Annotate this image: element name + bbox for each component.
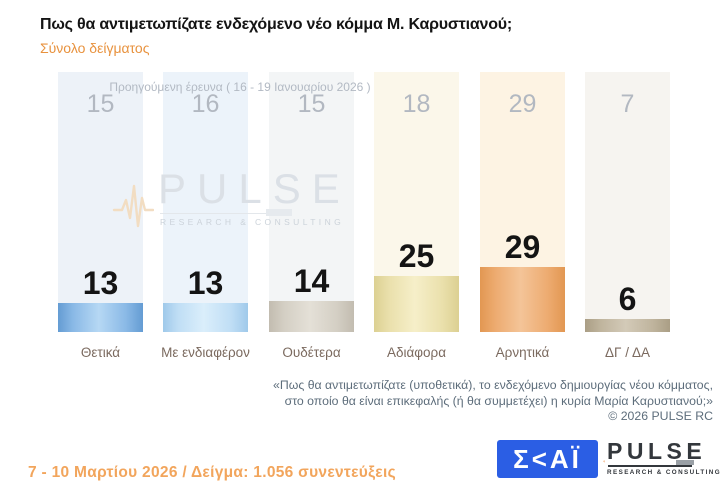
current-value: 6 <box>618 281 637 317</box>
pulse-logo-text: PULSE <box>607 438 707 464</box>
category-label: Αδιάφορα <box>386 345 447 360</box>
heartbeat-icon <box>603 459 606 463</box>
current-value: 25 <box>398 238 435 274</box>
question-footnote: «Πως θα αντιμετωπίζατε (υποθετικά), το ε… <box>273 378 713 425</box>
chart-column-dg-da: 7 6 ΔΓ / ΔΑ <box>585 72 670 360</box>
survey-date-sample-info: 7 - 10 Μαρτίου 2026 / Δείγμα: 1.056 συνε… <box>28 464 396 481</box>
bar <box>480 267 565 332</box>
chart-column-thetika: 15 13 Θετικά <box>58 72 143 360</box>
current-value: 13 <box>82 265 119 301</box>
bar <box>163 303 248 332</box>
previous-survey-legend: Προηγούμενη έρευνα ( 16 - 19 Ιανουαρίου … <box>109 80 371 94</box>
previous-value: 18 <box>402 90 431 118</box>
footnote-line-2: στο οποίο θα είναι επικεφαλής (ή θα συμμ… <box>284 393 713 408</box>
page-subtitle: Σύνολο δείγματος <box>40 40 150 56</box>
previous-value: 29 <box>508 90 537 118</box>
chart-column-adiafora: 18 25 Αδιάφορα <box>374 72 459 360</box>
previous-value: 7 <box>620 90 635 118</box>
previous-value: 16 <box>191 90 220 118</box>
previous-value: 15 <box>297 90 326 118</box>
bar <box>58 303 143 332</box>
category-label: Ουδέτερα <box>282 345 341 360</box>
current-value: 14 <box>293 263 330 299</box>
skai-logo: Σ<ΑΪ <box>497 440 598 478</box>
chart-column-me-endiaferon: 16 13 Με ενδιαφέρον <box>161 72 250 360</box>
category-label: Αρνητικά <box>495 345 550 360</box>
footnote-line-1: «Πως θα αντιμετωπίζατε (υποθετικά), το ε… <box>273 378 713 392</box>
current-value: 29 <box>504 229 541 265</box>
pulse-logo-text-block: PULSE RESEARCH & CONSULTING <box>607 438 721 477</box>
pulse-logo-subtext: RESEARCH & CONSULTING <box>607 469 721 476</box>
category-label: Με ενδιαφέρον <box>161 345 250 360</box>
current-value: 13 <box>187 265 224 301</box>
category-label: Θετικά <box>80 345 121 360</box>
previous-value: 15 <box>86 90 115 118</box>
bar <box>585 319 670 332</box>
bar <box>269 301 354 332</box>
category-label: ΔΓ / ΔΑ <box>605 345 650 360</box>
chart-column-oudetera: 15 14 Ουδέτερα <box>269 72 354 360</box>
pulse-logo: PULSE RESEARCH & CONSULTING <box>603 438 721 484</box>
pulse-logo-rule <box>608 460 695 467</box>
chart-column-arnitika: 29 29 Αρνητικά <box>480 72 565 360</box>
skai-logo-text: Σ<ΑΪ <box>513 444 582 474</box>
copyright-line: © 2026 PULSE RC <box>608 409 713 424</box>
bar <box>374 276 459 332</box>
page-title: Πως θα αντιμετωπίζατε ενδεχόμενο νέο κόμ… <box>40 16 513 33</box>
